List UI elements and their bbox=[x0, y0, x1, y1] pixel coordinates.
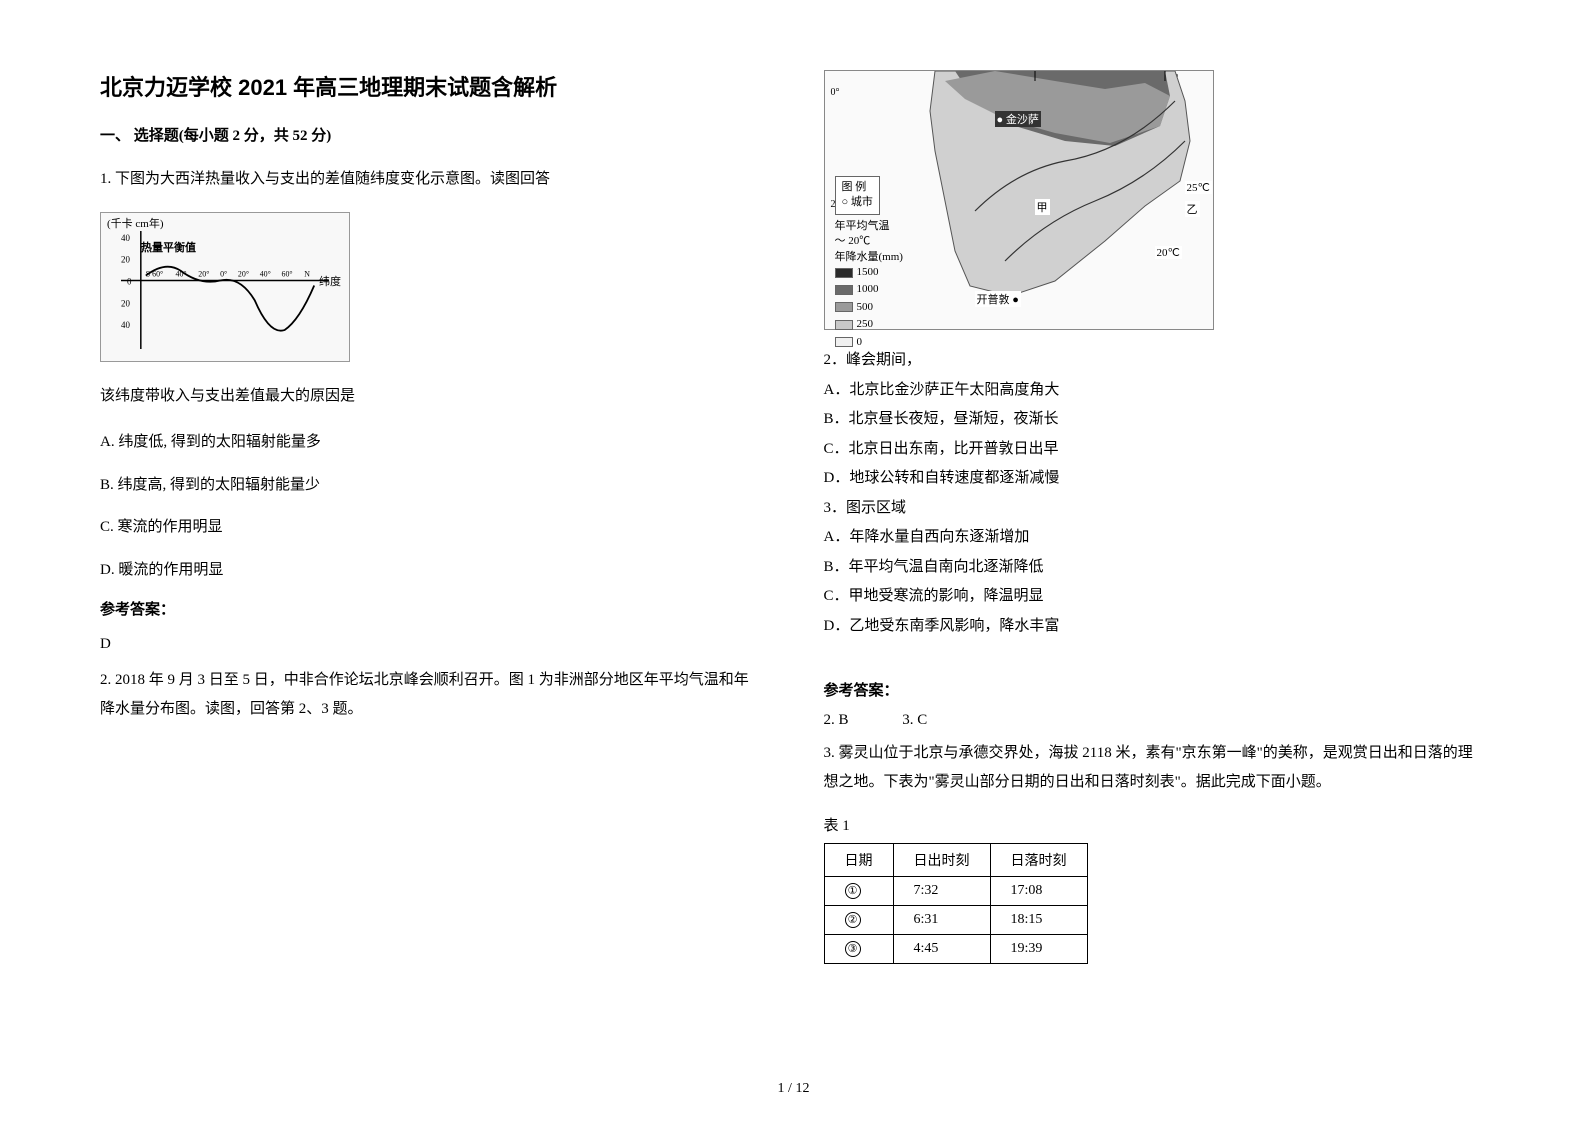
document-title: 北京力迈学校 2021 年高三地理期末试题含解析 bbox=[100, 70, 764, 102]
q1-answer: D bbox=[100, 631, 764, 658]
svg-text:20: 20 bbox=[121, 254, 130, 264]
q1-subquestion: 该纬度带收入与支出差值最大的原因是 bbox=[100, 382, 764, 411]
legend-temp-val: ～ 20℃ bbox=[835, 234, 903, 249]
row-num-3: ③ bbox=[845, 941, 861, 957]
table-header-date: 日期 bbox=[824, 844, 893, 877]
table-header-sunset: 日落时刻 bbox=[990, 844, 1087, 877]
legend-city: ○ 城市 bbox=[842, 195, 873, 210]
legend-rain-0: 1500 bbox=[857, 265, 879, 280]
q3-stem: 3. 雾灵山位于北京与承德交界处，海拔 2118 米，素有"京东第一峰"的美称，… bbox=[824, 739, 1488, 796]
q1-chart: (千卡 cm年) 热量平衡值 纬度 40 20 0 20 40 S 60° 40… bbox=[100, 212, 764, 362]
svg-text:0: 0 bbox=[127, 276, 132, 286]
table-row: ① 7:32 17:08 bbox=[824, 877, 1087, 906]
q1-option-c: C. 寒流的作用明显 bbox=[100, 513, 764, 542]
city-kaipudun: 开普敦 ● bbox=[975, 291, 1021, 307]
right-column: 20° 40° 0° 20° ● 金沙萨 甲 乙 25℃ 20℃ 开普敦 ● 图 bbox=[824, 70, 1488, 964]
svg-text:20°: 20° bbox=[238, 269, 249, 278]
section-header: 一、 选择题(每小题 2 分，共 52 分) bbox=[100, 124, 764, 145]
legend-rain-4: 0 bbox=[857, 335, 863, 350]
left-column: 北京力迈学校 2021 年高三地理期末试题含解析 一、 选择题(每小题 2 分，… bbox=[100, 70, 764, 964]
q2-option-b: B．北京昼长夜短，昼渐短，夜渐长 bbox=[824, 407, 1488, 433]
map-coord-left1: 0° bbox=[831, 87, 840, 98]
row1-sunrise: 7:32 bbox=[893, 877, 990, 906]
q2-option-a: A．北京比金沙萨正午太阳高度角大 bbox=[824, 378, 1488, 404]
legend-title: 图 例 bbox=[842, 180, 873, 195]
chart-svg: 40 20 0 20 40 S 60° 40° 20° 0° 20° 40° 6… bbox=[121, 231, 339, 350]
row2-sunrise: 6:31 bbox=[893, 906, 990, 935]
chart-ylabel: (千卡 cm年) bbox=[107, 215, 164, 231]
svg-text:20°: 20° bbox=[198, 269, 209, 278]
q3-option-b: B．年平均气温自南向北逐渐降低 bbox=[824, 555, 1488, 581]
map-iso-25: 25℃ bbox=[1185, 181, 1212, 194]
svg-text:40: 40 bbox=[121, 232, 130, 242]
map-legend: 图 例 ○ 城市 年平均气温 ～ 20℃ 年降水量(mm) 1500 1000 … bbox=[835, 176, 903, 352]
svg-text:40: 40 bbox=[121, 320, 130, 330]
page-number: 1 / 12 bbox=[778, 1081, 810, 1097]
table-row: ③ 4:45 19:39 bbox=[824, 935, 1087, 964]
svg-text:60°: 60° bbox=[282, 269, 293, 278]
q1-option-b: B. 纬度高, 得到的太阳辐射能量少 bbox=[100, 471, 764, 500]
q1-option-a: A. 纬度低, 得到的太阳辐射能量多 bbox=[100, 428, 764, 457]
q1-answer-label: 参考答案： bbox=[100, 598, 764, 619]
table-header-sunrise: 日出时刻 bbox=[893, 844, 990, 877]
q3-option-a: A．年降水量自西向东逐渐增加 bbox=[824, 525, 1488, 551]
q2-option-c: C．北京日出东南，比开普敦日出早 bbox=[824, 437, 1488, 463]
map-label-jia: 甲 bbox=[1035, 199, 1050, 215]
q2-answer-2: 2. B bbox=[824, 712, 849, 728]
legend-rain-1: 1000 bbox=[857, 282, 879, 297]
row1-sunset: 17:08 bbox=[990, 877, 1087, 906]
row2-sunset: 18:15 bbox=[990, 906, 1087, 935]
africa-map: 20° 40° 0° 20° ● 金沙萨 甲 乙 25℃ 20℃ 开普敦 ● 图 bbox=[824, 70, 1214, 330]
legend-rain-3: 250 bbox=[857, 317, 874, 332]
q1-stem: 1. 下图为大西洋热量收入与支出的差值随纬度变化示意图。读图回答 bbox=[100, 165, 764, 194]
row-num-2: ② bbox=[845, 912, 861, 928]
q3-option-d: D．乙地受东南季风影响，降水丰富 bbox=[824, 614, 1488, 640]
q3-option-c: C．甲地受寒流的影响，降温明显 bbox=[824, 584, 1488, 610]
svg-text:40°: 40° bbox=[260, 269, 271, 278]
q2-answers: 2. B 3. C bbox=[824, 712, 1488, 729]
row-num-1: ① bbox=[845, 883, 861, 899]
table-row: ② 6:31 18:15 bbox=[824, 906, 1087, 935]
q2-option-d: D．地球公转和自转速度都逐渐减慢 bbox=[824, 466, 1488, 492]
q2-stem: 2. 2018 年 9 月 3 日至 5 日，中非合作论坛北京峰会顺利召开。图 … bbox=[100, 666, 764, 723]
q3-sub3: 3．图示区域 bbox=[824, 496, 1488, 522]
legend-rain-2: 500 bbox=[857, 300, 874, 315]
map-iso-20: 20℃ bbox=[1155, 246, 1182, 259]
map-label-yi: 乙 bbox=[1185, 201, 1200, 217]
q2-answer-3: 3. C bbox=[902, 712, 927, 728]
row3-sunrise: 4:45 bbox=[893, 935, 990, 964]
map-svg bbox=[915, 71, 1205, 301]
q2-answer-label: 参考答案： bbox=[824, 679, 1488, 700]
table-caption: 表 1 bbox=[824, 814, 1488, 835]
sunrise-table: 日期 日出时刻 日落时刻 ① 7:32 17:08 ② 6:31 18:15 ③… bbox=[824, 843, 1088, 964]
q1-option-d: D. 暖流的作用明显 bbox=[100, 556, 764, 585]
legend-rain-label: 年降水量(mm) bbox=[835, 250, 903, 265]
city-jinshasa: ● 金沙萨 bbox=[995, 111, 1041, 127]
table-header-row: 日期 日出时刻 日落时刻 bbox=[824, 844, 1087, 877]
q2-sub2: 2．峰会期间， bbox=[824, 348, 1488, 374]
legend-temp-label: 年平均气温 bbox=[835, 219, 903, 234]
svg-text:20: 20 bbox=[121, 298, 130, 308]
row3-sunset: 19:39 bbox=[990, 935, 1087, 964]
svg-text:N: N bbox=[304, 269, 310, 278]
svg-text:0°: 0° bbox=[220, 269, 227, 278]
